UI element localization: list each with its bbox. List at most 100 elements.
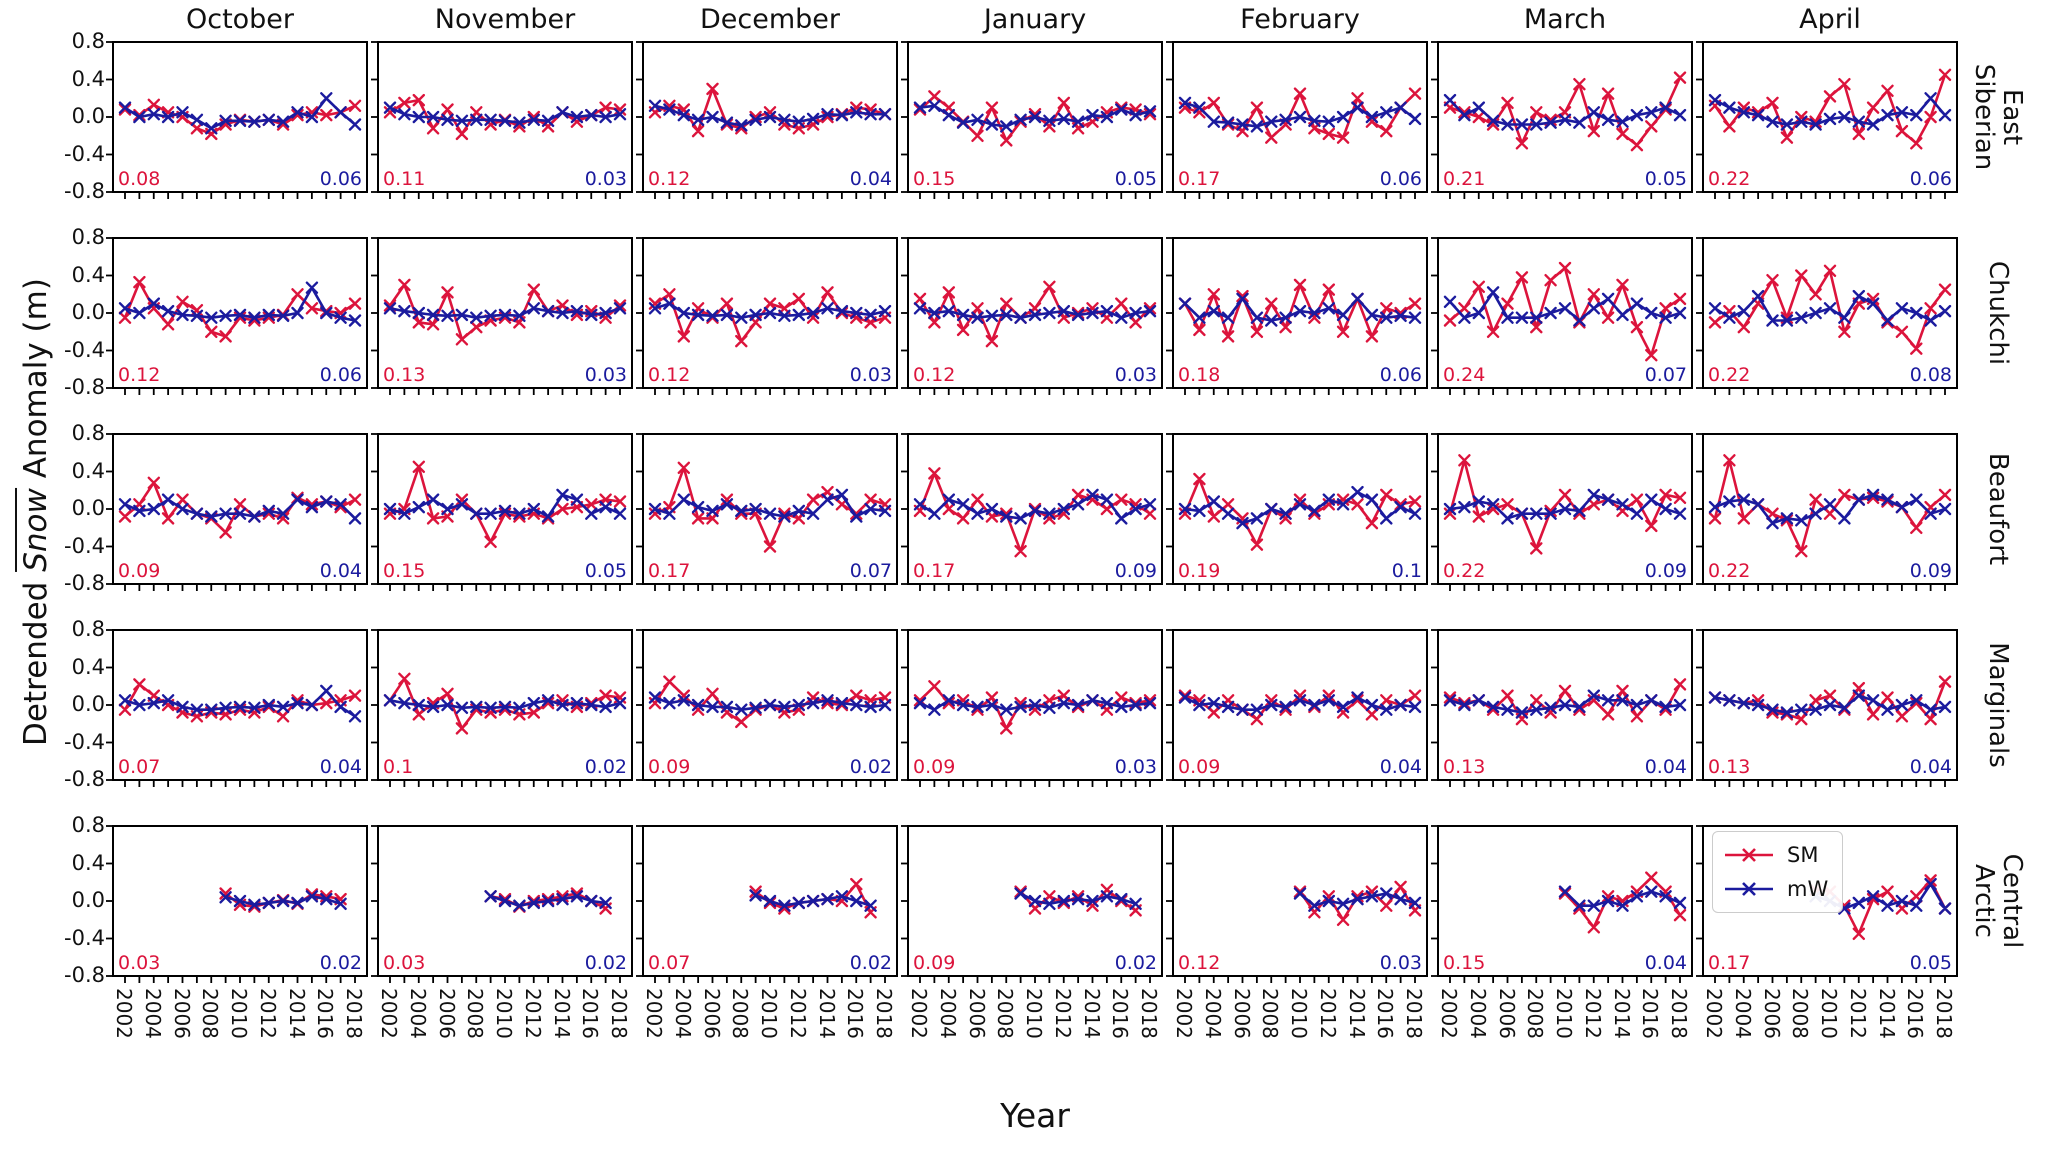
x-tick-label: 2016 [1903, 988, 1928, 1039]
x-tick-label: 2010 [1817, 988, 1841, 1039]
sm-std-value: 0.1 [383, 756, 413, 778]
mw-std-value: 0.06 [320, 168, 362, 190]
mw-std-value: 0.02 [1115, 952, 1157, 974]
y-axis-label: Detrended Snow Anomaly (m) [15, 278, 54, 746]
sm-std-value: 0.07 [118, 756, 160, 778]
series-markers-sm [1443, 261, 1687, 362]
row-label-east-siberian: East Siberian [1969, 63, 2028, 171]
y-tick-label: 0.0 [71, 496, 105, 520]
column-title-february: February [1240, 4, 1360, 35]
mw-std-value: 0.03 [850, 364, 892, 386]
x-tick-label: 2010 [1552, 988, 1576, 1039]
subplot-october-central-arctic: 0.03 0.02 [106, 825, 368, 983]
series-markers-mw [383, 488, 627, 523]
column-title-april: April [1799, 4, 1861, 35]
mw-std-value: 0.06 [1380, 364, 1422, 386]
y-tick-label: -0.8 [64, 963, 105, 987]
series-markers-mw [1014, 887, 1142, 910]
series-markers-mw [749, 889, 877, 912]
legend-item-mw: mW [1723, 872, 1828, 906]
x-tick-label: 2008 [1788, 988, 1813, 1039]
x-tick-label: 2002 [907, 988, 931, 1039]
subplot-february-east-siberian: 0.17 0.06 [1166, 41, 1428, 199]
x-tick-label: 2016 [1108, 988, 1133, 1039]
y-tick-label: -0.4 [64, 729, 105, 754]
series-markers-mw [913, 99, 1157, 133]
series-markers-sm [1293, 880, 1422, 926]
sm-std-value: 0.19 [1178, 560, 1220, 582]
x-tick-label: 2008 [1258, 988, 1283, 1039]
series-markers-mw [118, 281, 362, 327]
series-markers-mw [1443, 488, 1687, 525]
series-markers-sm [1708, 68, 1952, 150]
series-markers-mw [1178, 292, 1422, 327]
series-markers-mw [118, 684, 362, 723]
series-line-sm [1713, 74, 1947, 145]
subplot-march-east-siberian: 0.21 0.05 [1431, 41, 1693, 199]
series-markers-mw [219, 890, 347, 911]
series-line-mw [124, 498, 356, 520]
y-tick-label: -0.8 [64, 571, 105, 595]
mw-std-value: 0.06 [1910, 168, 1952, 190]
y-axis-label-suffix: Anomaly (m) [18, 278, 54, 489]
mw-std-value: 0.06 [1380, 168, 1422, 190]
series-markers-mw [648, 488, 892, 523]
series-markers-sm [1708, 264, 1952, 355]
x-tick-label: 2004 [935, 988, 960, 1039]
y-axis-label-prefix: Detrended [18, 571, 54, 746]
subplot-february-chukchi: 0.18 0.06 [1166, 237, 1428, 395]
sm-std-value: 0.13 [383, 364, 425, 386]
x-tick-label: 2002 [112, 988, 136, 1039]
series-markers-mw [1443, 93, 1687, 131]
x-tick-label: 2010 [492, 988, 516, 1039]
mw-line-sample [1725, 882, 1773, 896]
y-tick-label: -0.8 [64, 179, 105, 203]
y-tick-label: 0.4 [71, 458, 105, 483]
sm-std-value: 0.12 [648, 364, 690, 386]
sm-std-value: 0.13 [1443, 756, 1485, 778]
y-tick-label: 0.8 [71, 421, 105, 445]
sm-std-value: 0.12 [648, 168, 690, 190]
column-title-march: March [1523, 4, 1607, 35]
series-markers-sm [648, 461, 892, 553]
mw-std-value: 0.02 [585, 756, 627, 778]
sm-std-value: 0.09 [648, 756, 690, 778]
series-markers-sm [913, 467, 1157, 558]
x-tick-label: 2014 [284, 988, 309, 1039]
mw-std-value: 0.03 [585, 168, 627, 190]
series-markers-mw [383, 694, 627, 714]
mw-std-value: 0.1 [1392, 560, 1422, 582]
sm-std-value: 0.22 [1708, 364, 1750, 386]
series-markers-mw [648, 99, 892, 132]
x-tick-label: 2016 [1373, 988, 1398, 1039]
sm-std-value: 0.03 [383, 952, 425, 974]
series-line-sm [1714, 681, 1947, 721]
sm-std-value: 0.17 [1708, 952, 1750, 974]
mw-std-value: 0.07 [1645, 364, 1687, 386]
row-label-central-arctic: Central Arctic [1969, 853, 2028, 949]
x-tick-label: 2002 [642, 988, 666, 1039]
x-tick-label: 2012 [255, 988, 280, 1039]
x-tick-label: 2004 [405, 988, 430, 1039]
sm-std-value: 0.12 [118, 364, 160, 386]
x-tick-label: 2008 [198, 988, 223, 1039]
subplot-march-chukchi: 0.24 0.07 [1431, 237, 1693, 395]
mw-std-value: 0.05 [1910, 952, 1952, 974]
sm-std-value: 0.09 [1178, 756, 1220, 778]
subplot-october-east-siberian: 0.08 0.06 [106, 41, 368, 199]
subplot-november-marginals: 0.1 0.02 [371, 629, 633, 787]
subplot-february-marginals: 0.09 0.04 [1166, 629, 1428, 787]
sm-std-value: 0.09 [118, 560, 160, 582]
sm-std-value: 0.13 [1708, 756, 1750, 778]
x-tick-label: 2006 [434, 988, 459, 1039]
x-tick-label: 2016 [1638, 988, 1663, 1039]
series-markers-mw [1708, 689, 1952, 719]
sm-std-value: 0.17 [913, 560, 955, 582]
column-title-december: December [699, 4, 840, 35]
mw-std-value: 0.04 [1645, 952, 1687, 974]
subplot-april-beaufort: 0.22 0.09 [1696, 433, 1958, 591]
x-tick-label: 2004 [1200, 988, 1225, 1039]
series-markers-mw [383, 302, 627, 324]
sm-std-value: 0.22 [1708, 560, 1750, 582]
series-markers-mw [1558, 885, 1687, 912]
